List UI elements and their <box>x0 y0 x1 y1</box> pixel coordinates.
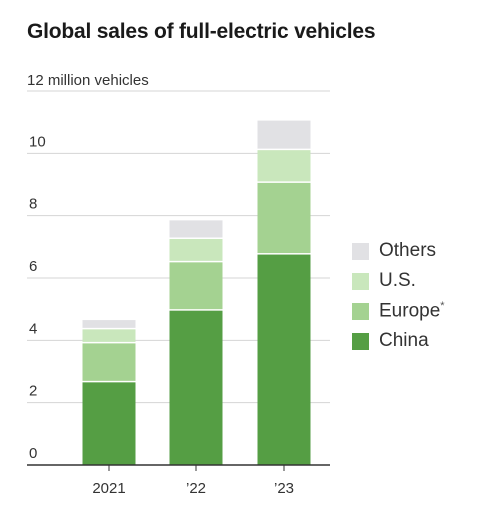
legend-item-china: China <box>352 326 445 356</box>
bar-segment-others <box>82 320 136 328</box>
bar-segment-others <box>169 220 223 238</box>
x-axis-ticks: 2021 ’22 ’23 <box>92 465 294 497</box>
bar-segment-u-s- <box>82 329 136 342</box>
legend-item-u-s-: U.S. <box>352 266 445 296</box>
x-tick-label: ’22 <box>186 480 206 497</box>
legend-label: Europe* <box>379 299 445 322</box>
y-tick-label: 0 <box>29 445 37 462</box>
legend-swatch <box>352 242 369 260</box>
legend-label: Others <box>379 240 437 261</box>
bar-segment-europe <box>169 262 223 310</box>
x-tick-label: ’23 <box>274 480 294 497</box>
legend-swatch <box>352 302 369 320</box>
bar-segment-china <box>169 310 223 465</box>
bar-segment-europe <box>82 343 136 381</box>
x-tick-label: 2021 <box>92 480 125 497</box>
legend: Others U.S. Europe* China <box>352 236 445 356</box>
bar-segment-others <box>257 120 311 149</box>
y-tick-label: 10 <box>29 133 46 150</box>
y-axis-ticks: 0 2 4 6 8 10 <box>29 133 46 462</box>
legend-label: China <box>379 330 429 351</box>
y-tick-label: 4 <box>29 320 37 337</box>
legend-swatch <box>352 332 369 350</box>
legend-footnote-marker: * <box>440 299 445 312</box>
bar-segment-europe <box>257 182 311 254</box>
bars <box>82 120 311 465</box>
y-tick-label: 8 <box>29 196 37 213</box>
legend-swatch <box>352 272 369 290</box>
chart-title: Global sales of full-electric vehicles <box>27 20 376 43</box>
legend-item-others: Others <box>352 236 445 266</box>
y-tick-label: 2 <box>29 383 37 400</box>
y-axis-unit-label: 12 million vehicles <box>27 72 149 89</box>
bar-segment-u-s- <box>169 238 223 261</box>
legend-item-europe: Europe* <box>352 296 445 326</box>
bar-segment-u-s- <box>257 150 311 182</box>
y-tick-label: 6 <box>29 258 37 275</box>
bar-segment-china <box>257 254 311 465</box>
bar-segment-china <box>82 382 136 465</box>
legend-label: U.S. <box>379 270 416 291</box>
